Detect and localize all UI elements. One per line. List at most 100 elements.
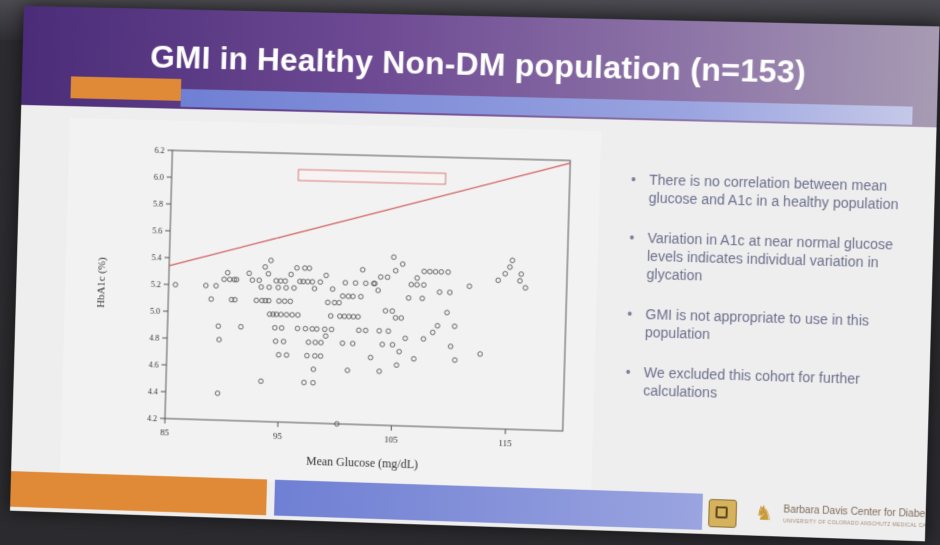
data-point: [266, 298, 271, 303]
y-tick-label: 4.6: [149, 360, 159, 369]
bullet-list: • There is no correlation between mean g…: [618, 170, 903, 429]
x-tick-label: 105: [384, 434, 398, 444]
bullet-dot-icon: •: [629, 228, 634, 246]
data-point: [314, 327, 319, 332]
data-point: [435, 323, 440, 328]
data-point: [368, 355, 373, 360]
data-point: [311, 380, 316, 385]
data-point: [283, 279, 288, 284]
data-point: [259, 285, 264, 290]
data-point: [332, 300, 337, 305]
footer-accent-orange: [10, 471, 267, 515]
data-point: [214, 283, 219, 288]
data-point: [445, 310, 450, 315]
data-point: [386, 329, 391, 334]
data-point: [503, 271, 508, 276]
data-point: [380, 342, 385, 347]
bullet-item: • GMI is not appropriate to use in this …: [621, 304, 900, 348]
bullet-item: • There is no correlation between mean g…: [624, 170, 903, 213]
data-point: [519, 272, 524, 277]
data-point: [303, 266, 308, 271]
data-point: [406, 296, 411, 301]
y-tick-label: 5.0: [150, 307, 160, 316]
x-axis-label: Mean Glucose (mg/dL): [306, 454, 418, 472]
data-point: [323, 334, 328, 339]
data-point: [330, 287, 335, 292]
bullet-dot-icon: •: [627, 305, 632, 323]
data-point: [281, 339, 286, 344]
footer-accent-blue: [274, 480, 703, 530]
data-point: [337, 300, 342, 305]
bullet-text: Variation in A1c at near normal glucose …: [646, 230, 893, 284]
data-point: [247, 271, 252, 276]
data-point: [377, 329, 382, 334]
cu-logo-icon: [708, 499, 737, 528]
data-point: [278, 279, 283, 284]
data-point: [340, 294, 345, 299]
footer-org-sub: UNIVERSITY OF COLORADO ANSCHUTZ MEDICAL …: [783, 518, 931, 529]
title-accent-orange: [70, 76, 181, 100]
data-point: [447, 290, 452, 295]
bullet-dot-icon: •: [631, 170, 636, 188]
data-point: [433, 269, 438, 274]
data-point: [225, 270, 230, 275]
data-point: [340, 341, 345, 346]
data-point: [307, 266, 312, 271]
data-point: [378, 275, 383, 280]
data-point: [295, 326, 300, 331]
data-point: [305, 353, 310, 358]
x-axis: 85 95 105 115: [160, 418, 513, 448]
y-tick-label: 4.8: [149, 334, 159, 343]
data-point: [409, 282, 414, 287]
bullet-item: • We excluded this cohort for further ca…: [619, 363, 898, 408]
data-point: [313, 354, 318, 359]
data-point: [328, 314, 333, 319]
data-point: [510, 258, 515, 263]
data-point: [508, 265, 513, 270]
data-point: [284, 312, 289, 317]
data-point: [269, 258, 274, 263]
data-point: [274, 312, 279, 317]
data-point: [363, 281, 368, 286]
data-point: [303, 326, 308, 331]
data-point: [376, 288, 381, 293]
data-point: [310, 279, 315, 284]
plot-area: [165, 150, 570, 431]
data-point: [343, 280, 348, 285]
data-point: [259, 379, 264, 384]
data-point: [496, 278, 501, 283]
data-point: [393, 268, 398, 273]
x-tick-label: 115: [498, 438, 512, 448]
data-point: [318, 280, 323, 285]
data-point: [233, 297, 238, 302]
data-point: [284, 285, 289, 290]
data-point: [217, 337, 222, 342]
data-point: [390, 309, 395, 314]
y-tick-label: 5.2: [151, 280, 161, 289]
data-point: [257, 278, 262, 283]
data-point: [284, 353, 289, 358]
data-point: [313, 340, 318, 345]
data-point: [428, 269, 433, 274]
data-point: [446, 270, 451, 275]
data-point: [422, 269, 427, 274]
data-point: [292, 286, 297, 291]
data-point: [263, 265, 268, 270]
data-point: [399, 316, 404, 321]
data-point: [288, 299, 293, 304]
buffalo-emblem-icon: ♞: [751, 501, 778, 526]
data-point: [350, 341, 355, 346]
data-point: [523, 285, 528, 290]
points-layer: [169, 249, 528, 432]
data-point: [310, 327, 315, 332]
data-point: [363, 328, 368, 333]
data-point: [312, 286, 317, 291]
bullet-text: There is no correlation between mean glu…: [648, 172, 898, 213]
data-point: [342, 314, 347, 319]
data-point: [273, 325, 278, 330]
data-point: [282, 299, 287, 304]
data-point: [415, 282, 420, 287]
data-point: [356, 314, 361, 319]
data-point: [439, 270, 444, 275]
data-point: [448, 344, 453, 349]
